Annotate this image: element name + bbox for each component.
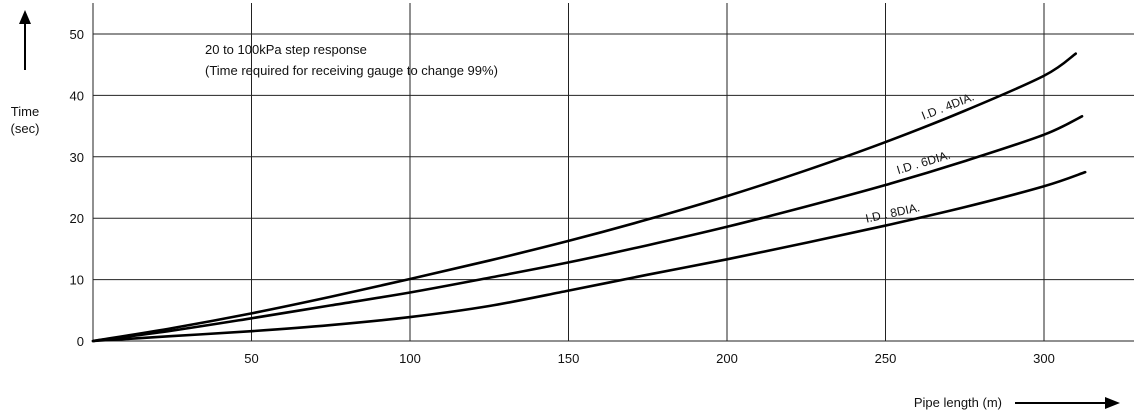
series-label-3: I.D . 8DIA. — [864, 200, 921, 225]
tick-labels: 0 10 20 30 40 50 50 100 150 200 250 300 — [70, 27, 1055, 366]
y-axis-label-line-2: (sec) — [11, 121, 40, 136]
x-tick-label: 100 — [399, 351, 421, 366]
annotation-line-1: 20 to 100kPa step response — [205, 42, 367, 57]
y-tick-label: 0 — [77, 334, 84, 349]
grid-layer — [92, 3, 1134, 342]
y-tick-label: 30 — [70, 150, 84, 165]
y-axis-arrow-head — [19, 10, 31, 24]
y-tick-label: 10 — [70, 273, 84, 288]
x-tick-label: 150 — [558, 351, 580, 366]
y-tick-label: 40 — [70, 88, 84, 103]
x-tick-label: 250 — [875, 351, 897, 366]
x-axis-label: Pipe length (m) — [914, 395, 1002, 410]
y-axis-label-line-1: Time — [11, 104, 39, 119]
annotation-line-2: (Time required for receiving gauge to ch… — [205, 63, 498, 78]
x-tick-label: 300 — [1033, 351, 1055, 366]
series-line-3 — [91, 170, 1087, 343]
x-axis-title: Pipe length (m) — [914, 395, 1120, 410]
series-line-2 — [91, 114, 1084, 343]
x-axis-arrow-head — [1105, 397, 1120, 409]
x-tick-label: 200 — [716, 351, 738, 366]
series-layer: I.D . 4DIA.I.D . 6DIA.I.D . 8DIA. — [91, 52, 1087, 343]
y-tick-label: 50 — [70, 27, 84, 42]
series-line-1 — [91, 52, 1077, 343]
x-tick-label: 50 — [244, 351, 258, 366]
y-axis-title: Time (sec) — [11, 10, 40, 136]
y-tick-label: 20 — [70, 211, 84, 226]
